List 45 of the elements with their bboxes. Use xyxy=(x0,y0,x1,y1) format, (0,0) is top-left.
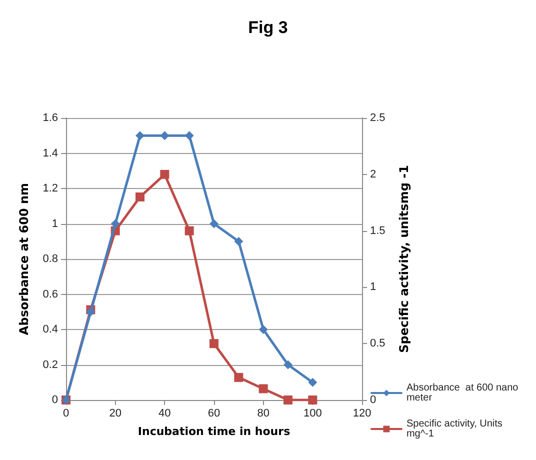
y-axis-title: Absorbance at 600 nm xyxy=(17,182,31,336)
x-axis-title: Incubation time in hours xyxy=(138,425,291,438)
y-tick-label: 0.2 xyxy=(42,358,58,371)
legend-label: Specific activity, Units mg^-1 xyxy=(406,418,506,440)
y2-tick-label: 1 xyxy=(370,281,376,294)
y-tick-label: 0.4 xyxy=(42,324,58,336)
chart-title: Fig 3 xyxy=(248,18,288,37)
point xyxy=(184,131,194,140)
y2-tick-label: 0 xyxy=(370,394,376,406)
y2-axis-title: Specific activity, unitsmg -1 xyxy=(397,165,411,353)
x-tick-label: 40 xyxy=(158,408,171,420)
x-tick-label: 0 xyxy=(62,408,70,420)
point xyxy=(160,170,170,179)
point xyxy=(308,378,318,387)
x-tick-label: 100 xyxy=(303,408,322,420)
y-tick-label: 1.6 xyxy=(42,112,58,124)
point xyxy=(258,325,268,334)
point xyxy=(284,396,292,404)
point xyxy=(234,236,244,246)
point xyxy=(210,339,218,348)
y-tick-label: 1 xyxy=(52,218,58,230)
y-tick-label: 1.4 xyxy=(42,147,58,160)
x-tick-label: 120 xyxy=(352,408,372,420)
legend-label: Absorbance at 600 nano meter xyxy=(406,382,521,404)
point xyxy=(136,192,144,202)
y-tick-label: 1.2 xyxy=(42,182,58,194)
point xyxy=(258,384,268,394)
point xyxy=(308,396,318,404)
y2-tick-label: 1.5 xyxy=(370,224,386,237)
x-tick-label: 60 xyxy=(208,408,220,420)
y2-tick-label: 0.5 xyxy=(370,338,386,350)
x-tick-label: 80 xyxy=(257,408,270,420)
x-tick-label: 20 xyxy=(109,408,122,420)
y-tick-label: 0 xyxy=(52,394,58,406)
point xyxy=(136,131,144,140)
point xyxy=(234,372,244,382)
point xyxy=(284,360,292,370)
y-tick-label: 0.8 xyxy=(42,253,58,265)
point xyxy=(160,131,170,140)
point xyxy=(184,226,194,236)
point xyxy=(110,219,120,228)
y-tick-label: 0.6 xyxy=(42,288,58,300)
y2-tick-label: 2 xyxy=(370,168,376,180)
point xyxy=(210,219,218,228)
y2-tick-label: 2.5 xyxy=(370,112,386,124)
